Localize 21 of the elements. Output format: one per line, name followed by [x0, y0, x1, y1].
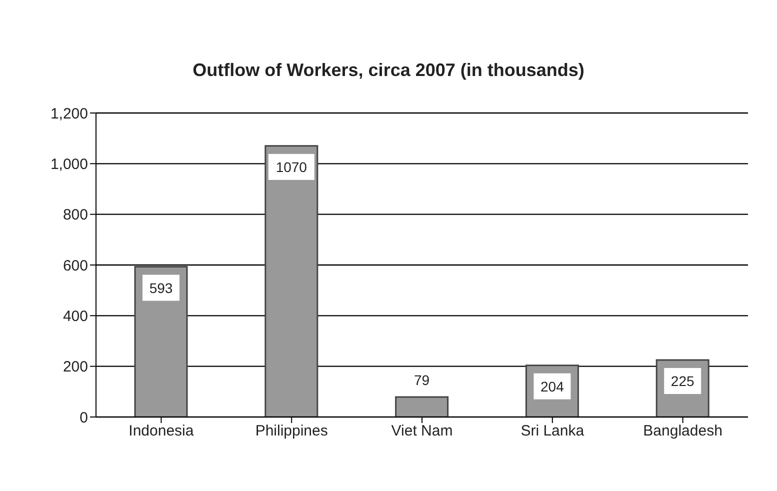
- x-tick-label: Sri Lanka: [520, 422, 585, 440]
- y-tick-label: 1,000: [50, 156, 88, 173]
- data-label: 1070: [276, 158, 308, 175]
- x-tick-label: Indonesia: [128, 422, 194, 440]
- y-tick-label: 1,200: [50, 105, 88, 122]
- chart-title: Outflow of Workers, circa 2007 (in thousands): [192, 60, 586, 81]
- x-tick-label: Bangladesh: [643, 422, 722, 440]
- data-label: 204: [540, 378, 564, 394]
- y-tick-label: 200: [62, 358, 88, 376]
- bar: [264, 145, 318, 417]
- x-tick-label: Viet Nam: [391, 422, 453, 440]
- x-tick-label: Philippines: [255, 422, 328, 440]
- bar: [395, 396, 449, 417]
- bar: [134, 266, 188, 417]
- data-label: 225: [670, 373, 694, 389]
- y-tick-label: 800: [62, 206, 88, 224]
- y-tick-label: 0: [80, 409, 88, 426]
- y-tick-label: 400: [62, 308, 88, 325]
- data-label: 593: [149, 280, 173, 296]
- data-label: 79: [414, 372, 430, 388]
- y-tick-label: 600: [62, 257, 88, 274]
